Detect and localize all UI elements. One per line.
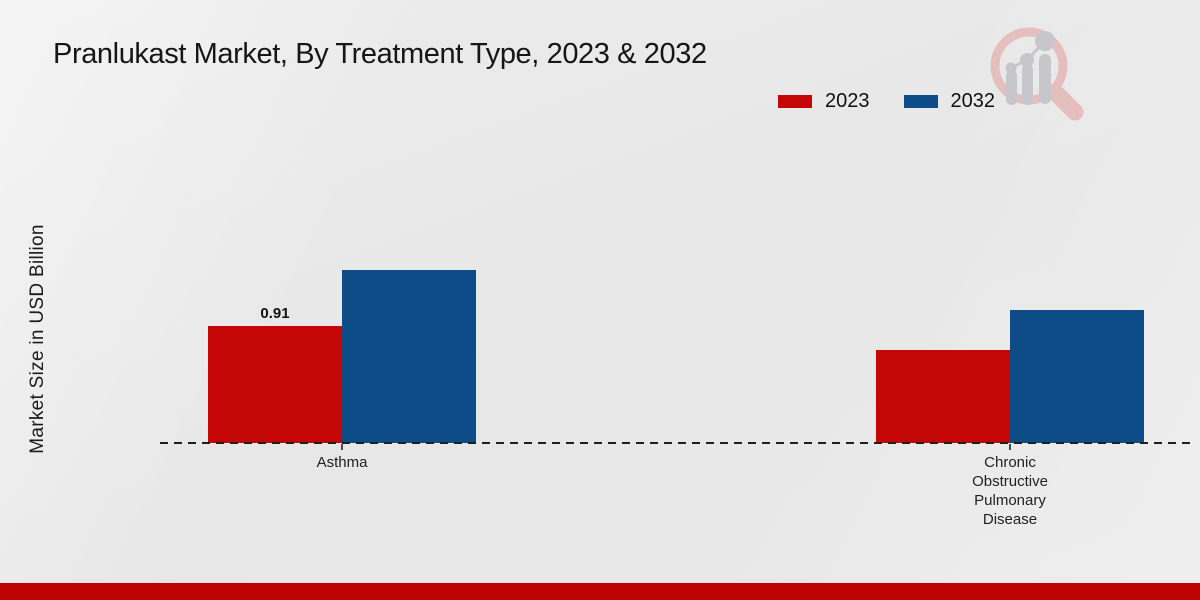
x-axis-baseline [160, 442, 1190, 444]
bar-asthma-2023 [208, 326, 342, 443]
legend-item-2023: 2023 [778, 90, 870, 113]
bar-chronic-2023 [876, 350, 1010, 443]
legend-swatch-2023 [778, 95, 812, 108]
legend-label-2023: 2023 [825, 90, 870, 112]
legend-item-2032: 2032 [903, 90, 996, 113]
market-research-logo-watermark [990, 27, 1084, 121]
footer-accent-band [0, 583, 1200, 600]
bar-chronic-2032 [1010, 310, 1144, 443]
x-axis-tick [1009, 444, 1011, 450]
legend-label-2032: 2032 [950, 90, 996, 112]
x-axis-tick [341, 444, 343, 450]
value-label-asthma-2023: 0.91 [260, 305, 290, 322]
bar-asthma-2032 [342, 270, 476, 443]
category-label-asthma: Asthma [316, 454, 368, 471]
legend: 2023 2032 [778, 90, 995, 113]
legend-swatch-2032 [903, 95, 938, 108]
rising-bars-icon [1005, 31, 1055, 105]
chart-title: Pranlukast Market, By Treatment Type, 20… [53, 38, 707, 70]
category-label-chronic: Chronic Obstructive Pulmonary Disease [972, 454, 1048, 528]
